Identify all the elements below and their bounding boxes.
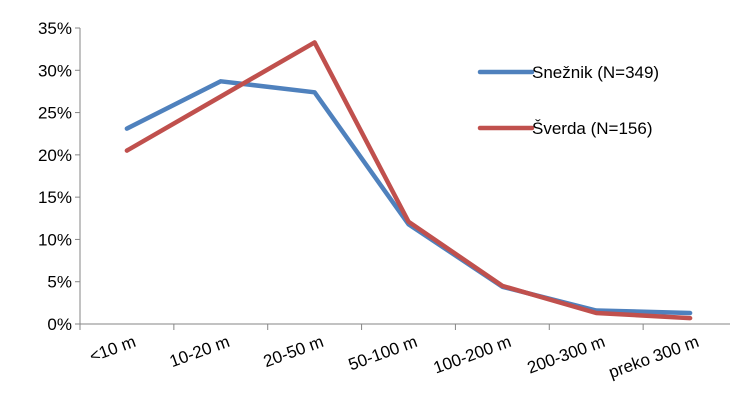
x-tick-label: 10-20 m [167, 332, 232, 371]
y-tick-label: 0% [47, 315, 72, 334]
x-tick-label: preko 300 m [606, 332, 701, 382]
y-tick-label: 15% [38, 188, 72, 207]
y-tick-label: 10% [38, 230, 72, 249]
x-tick-label: 100-200 m [431, 332, 514, 378]
x-tick-labels: <10 m 10-20 m 20-50 m 50-100 m 100-200 m 200-… [87, 332, 701, 382]
legend-label: Šverda (N=156) [532, 119, 652, 138]
series-line-1 [124, 79, 693, 316]
series-lines [124, 40, 693, 321]
y-tick-label: 35% [38, 19, 72, 38]
x-tick-label: 20-50 m [261, 332, 326, 371]
x-tick-label: 200-300 m [525, 332, 608, 378]
y-tick-label: 5% [47, 273, 72, 292]
y-tick-label: 20% [38, 146, 72, 165]
legend-label: Snežnik (N=349) [532, 63, 659, 82]
legend: Snežnik (N=349) Šverda (N=156) [477, 63, 659, 138]
x-tick-label: <10 m [87, 332, 138, 366]
y-tick-label: 30% [38, 61, 72, 80]
y-tick-labels: 0% 5% 10% 15% 20% 25% 30% 35% [38, 19, 72, 334]
axes [75, 27, 730, 330]
y-tick-label: 25% [38, 104, 72, 123]
x-tick-label: 50-100 m [346, 332, 420, 374]
